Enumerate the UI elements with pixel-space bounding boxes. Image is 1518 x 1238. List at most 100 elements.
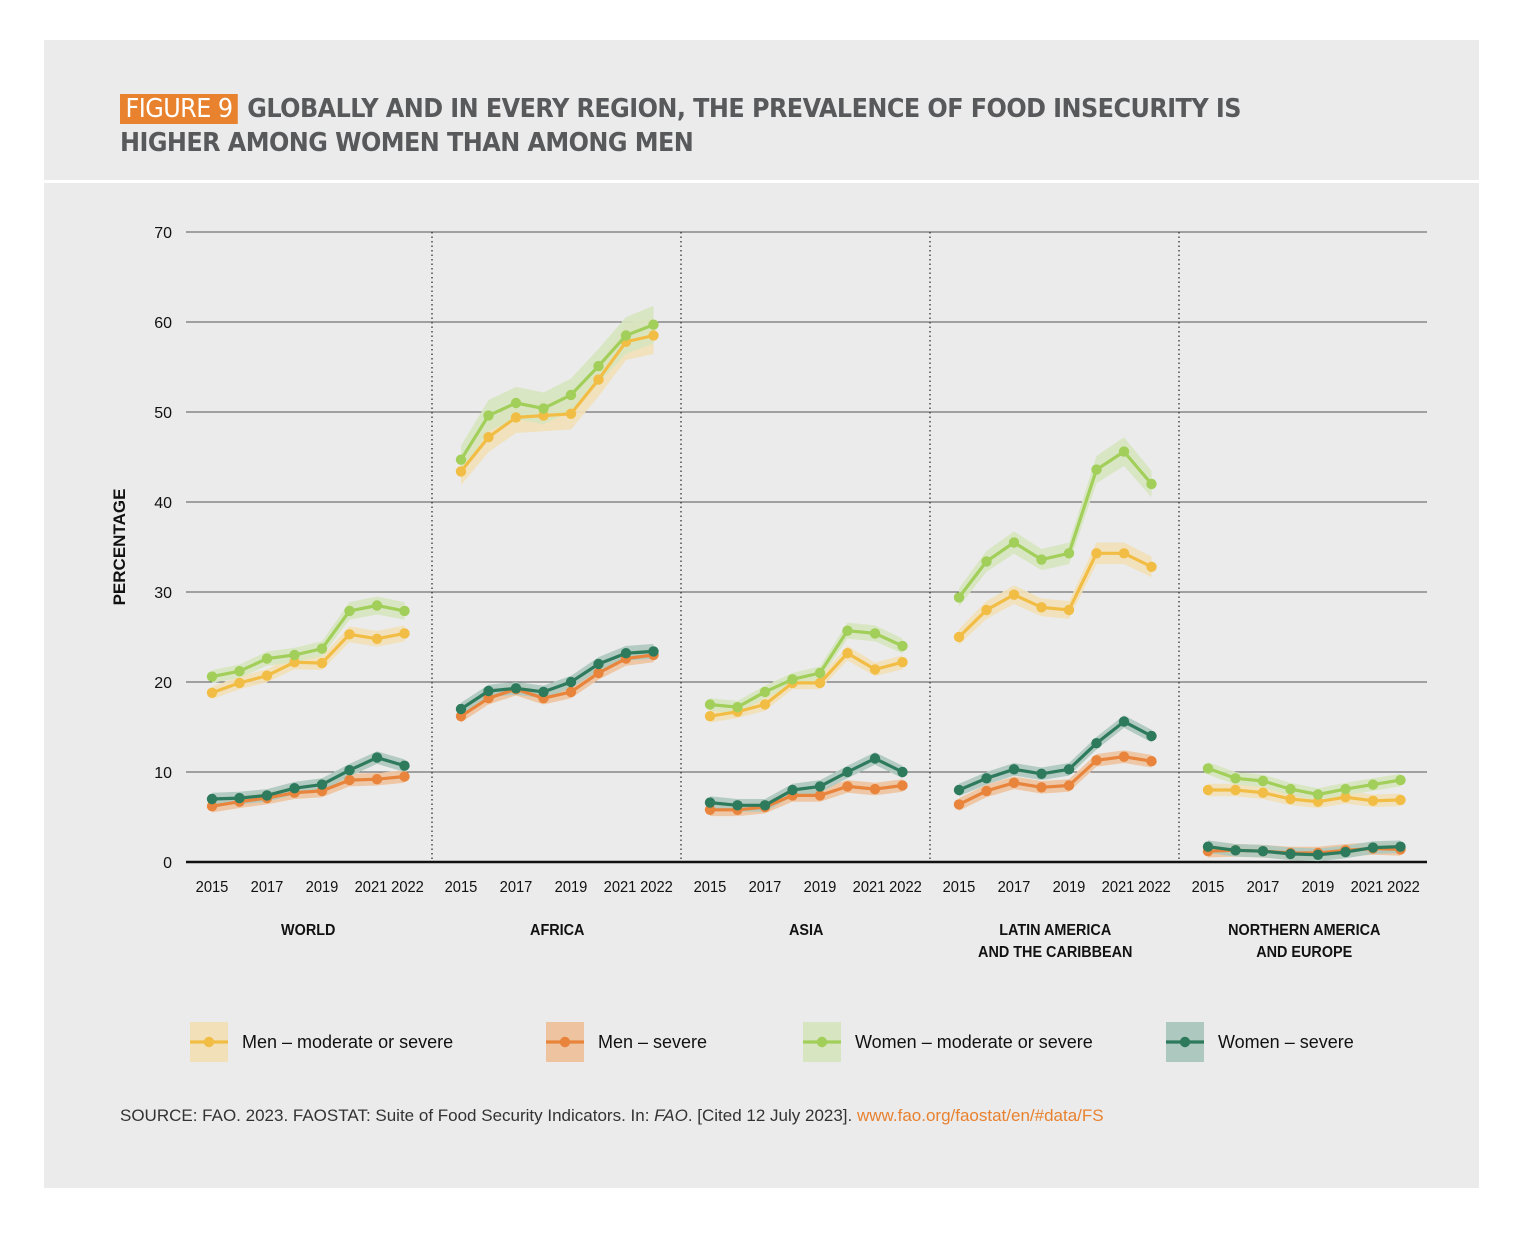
legend-label: Women – moderate or severe — [855, 1032, 1093, 1052]
data-point — [842, 648, 853, 659]
figure-header: FIGURE 9 GLOBALLY AND IN EVERY REGION, TH… — [44, 40, 1479, 183]
data-point — [648, 319, 659, 330]
x-tick-label: 2022 — [889, 878, 922, 896]
data-point — [897, 657, 908, 668]
data-point — [1202, 763, 1214, 774]
data-point — [593, 374, 604, 385]
data-point — [483, 410, 494, 421]
x-tick-label: 2021 — [1102, 878, 1135, 896]
data-point — [648, 330, 659, 341]
data-point — [1230, 784, 1241, 796]
data-point — [1230, 773, 1241, 784]
data-point — [897, 640, 908, 652]
data-point — [234, 666, 245, 677]
series-band — [1208, 762, 1401, 801]
data-point — [371, 633, 383, 644]
region-label: AND THE CARIBBEAN — [978, 943, 1132, 961]
data-point — [1146, 756, 1157, 767]
x-tick-label: 2015 — [694, 878, 727, 896]
x-tick-label: 2015 — [445, 878, 478, 896]
data-point — [814, 790, 826, 801]
data-point — [261, 653, 273, 664]
data-point — [344, 765, 355, 776]
legend-item: Men – severe — [546, 1022, 707, 1062]
data-point — [1036, 768, 1047, 779]
data-point — [787, 674, 798, 685]
data-point — [1312, 849, 1324, 860]
data-point — [1285, 848, 1296, 860]
data-point — [704, 797, 716, 808]
legend-swatch-point — [1179, 1036, 1191, 1048]
data-point — [981, 773, 992, 784]
data-point — [842, 781, 853, 792]
data-point — [1036, 602, 1047, 613]
data-point — [455, 711, 467, 722]
data-point — [1312, 796, 1324, 807]
data-point — [1285, 793, 1296, 805]
data-point — [1091, 464, 1102, 475]
series-band — [959, 715, 1152, 797]
figure-panel: FIGURE 9 GLOBALLY AND IN EVERY REGION, TH… — [44, 40, 1479, 1188]
region-label: AFRICA — [530, 921, 584, 939]
data-point — [1395, 794, 1406, 806]
data-point — [399, 771, 410, 782]
data-point — [704, 699, 716, 710]
series-band — [959, 750, 1152, 811]
data-point — [869, 783, 881, 795]
data-point — [1036, 554, 1047, 565]
source-note: SOURCE: FAO. 2023. FAOSTAT: Suite of Foo… — [120, 1106, 1104, 1126]
data-point — [897, 780, 908, 791]
data-point — [399, 605, 410, 617]
data-point — [565, 686, 577, 698]
data-point — [1146, 478, 1157, 490]
x-tick-label: 2015 — [1192, 878, 1225, 896]
data-point — [1367, 779, 1379, 790]
x-tick-label: 2021 — [1351, 878, 1384, 896]
data-point — [981, 556, 992, 567]
data-point — [953, 784, 965, 796]
data-point — [538, 403, 549, 414]
data-point — [842, 625, 853, 636]
data-point — [648, 646, 659, 657]
data-point — [732, 702, 743, 713]
x-tick-label: 2019 — [804, 878, 837, 896]
y-tick-label: 70 — [154, 225, 172, 242]
data-point — [1202, 784, 1214, 796]
data-point — [1202, 841, 1214, 852]
data-point — [1285, 783, 1296, 795]
data-point — [897, 766, 908, 778]
data-point — [1091, 548, 1102, 559]
figure-title: FIGURE 9 GLOBALLY AND IN EVERY REGION, TH… — [120, 92, 1316, 160]
data-point — [206, 801, 218, 812]
data-point — [455, 466, 467, 477]
data-point — [1118, 548, 1130, 559]
x-tick-label: 2017 — [749, 878, 782, 896]
series-line — [957, 450, 1153, 599]
legend-label: Women – severe — [1218, 1032, 1354, 1052]
source-italic: FAO — [654, 1106, 688, 1125]
data-point — [1036, 782, 1047, 793]
data-point — [206, 687, 218, 698]
x-tick-label: 2022 — [640, 878, 673, 896]
source-link[interactable]: www.fao.org/faostat/en/#data/FS — [856, 1106, 1104, 1125]
y-tick-label: 10 — [154, 765, 172, 782]
data-point — [565, 676, 577, 688]
data-point — [371, 774, 383, 785]
legend-item: Men – moderate or severe — [190, 1022, 453, 1062]
data-point — [1340, 792, 1351, 803]
x-tick-label: 2022 — [1138, 878, 1171, 896]
data-point — [261, 670, 273, 681]
data-point — [344, 605, 355, 617]
region-label: LATIN AMERICA — [999, 921, 1111, 939]
region-label: AND EUROPE — [1256, 943, 1352, 961]
y-tick-label: 50 — [154, 405, 172, 422]
data-point — [981, 785, 992, 797]
data-point — [399, 760, 410, 771]
data-point — [1146, 730, 1157, 742]
x-tick-label: 2019 — [1302, 878, 1335, 896]
data-point — [1063, 548, 1075, 559]
panel-2: 2015 2017 2019 2021 2022 ASIA — [694, 622, 922, 939]
data-point — [316, 779, 328, 790]
x-tick-label: 2017 — [998, 878, 1031, 896]
data-point — [483, 693, 494, 704]
